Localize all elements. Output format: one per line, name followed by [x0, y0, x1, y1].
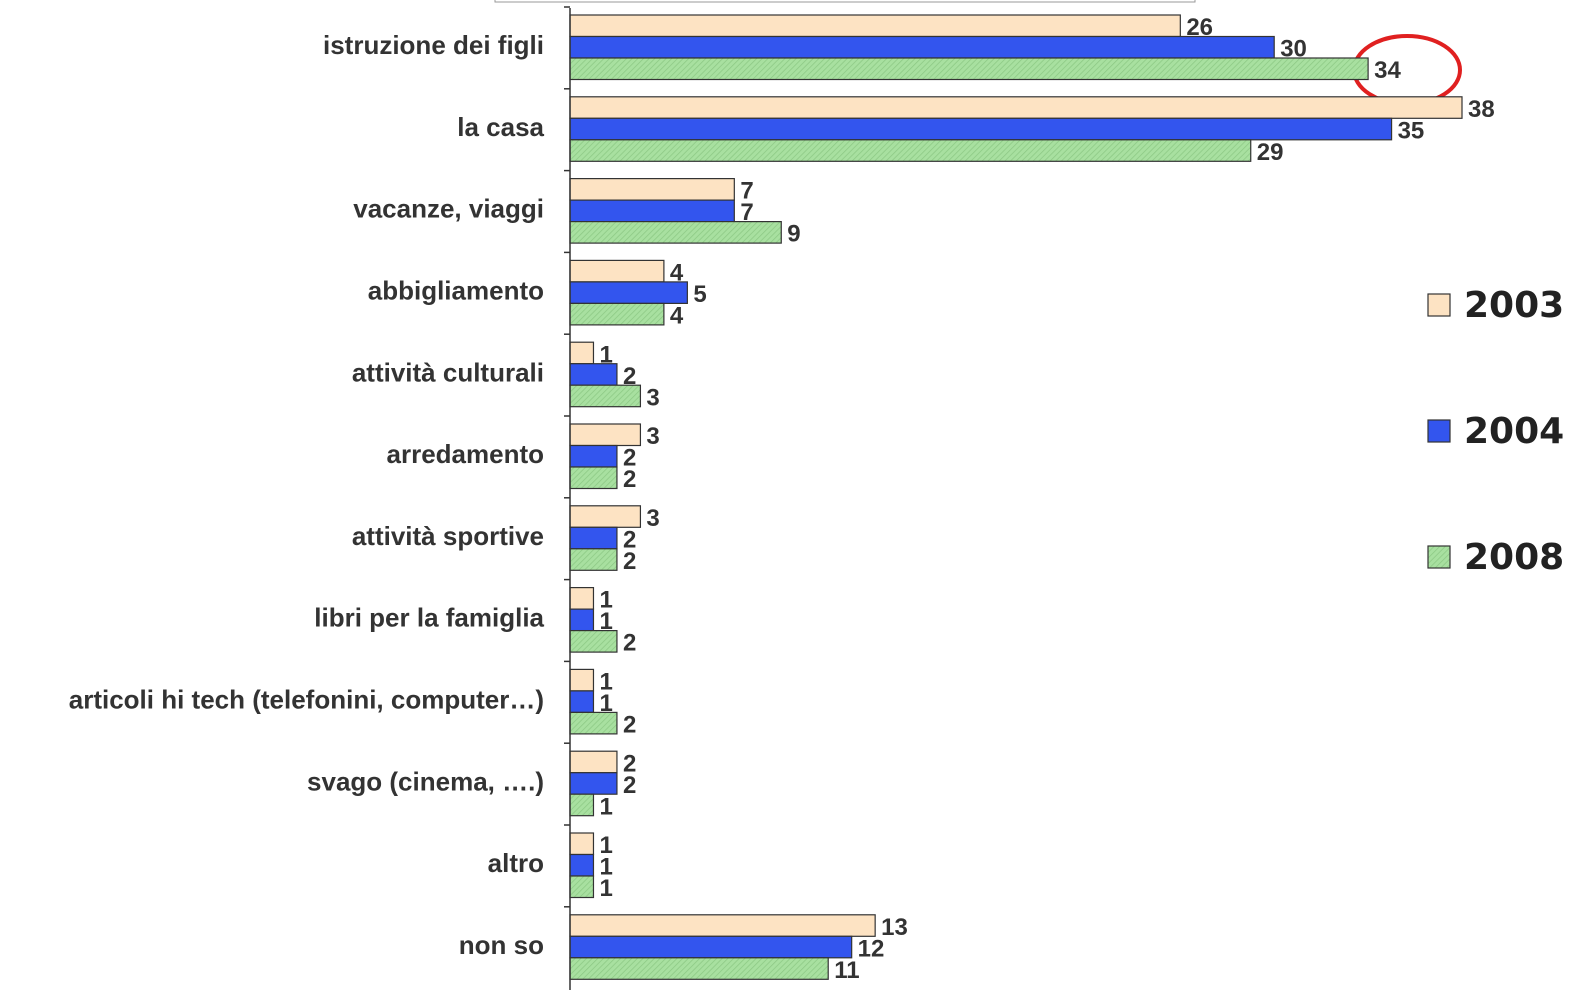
value-label: 7	[740, 199, 753, 226]
legend-label: 2008	[1464, 537, 1564, 578]
bar	[569, 668, 595, 692]
legend-swatch	[1427, 419, 1451, 443]
bar	[569, 221, 782, 244]
bar	[569, 750, 618, 774]
bar	[569, 608, 595, 632]
bar	[569, 629, 618, 653]
bar	[569, 341, 595, 365]
value-label: 2	[623, 711, 636, 738]
value-label: 9	[787, 221, 800, 248]
bar	[569, 363, 618, 386]
legend-label: 2003	[1464, 285, 1564, 326]
value-label: 1	[599, 668, 612, 695]
legend-swatch	[1427, 293, 1451, 317]
bar	[569, 57, 1369, 81]
category-label: istruzione dei figli	[323, 30, 544, 60]
category-label: attività culturali	[352, 357, 544, 387]
legend-label: 2004	[1464, 411, 1564, 452]
bar	[569, 793, 595, 817]
bar	[569, 505, 642, 528]
bar	[569, 281, 688, 304]
value-label: 2	[623, 630, 636, 657]
value-label: 1	[599, 875, 612, 902]
value-label: 1	[599, 587, 612, 614]
bar	[569, 384, 642, 408]
category-label: attività sportive	[352, 521, 544, 551]
value-label: 1	[599, 608, 612, 635]
category-label: non so	[459, 930, 544, 960]
bar	[569, 199, 735, 223]
value-label: 2	[623, 466, 636, 493]
category-label: libri per la famiglia	[314, 603, 544, 633]
value-label: 35	[1398, 117, 1425, 144]
value-label: 4	[670, 259, 684, 286]
bar	[569, 832, 595, 856]
bar	[569, 96, 1463, 119]
value-label: 34	[1374, 57, 1401, 84]
bar	[569, 466, 618, 490]
bar	[569, 548, 618, 571]
category-label: la casa	[457, 112, 544, 142]
value-label: 4	[670, 302, 684, 329]
highlight-ellipse	[1352, 34, 1462, 106]
category-label: svago (cinema, ….)	[307, 766, 544, 796]
value-label: 11	[834, 957, 859, 984]
category-label: vacanze, viaggi	[353, 194, 544, 224]
bar	[569, 302, 665, 326]
category-label: arredamento	[387, 439, 545, 469]
value-label: 38	[1468, 96, 1495, 123]
value-label: 2	[623, 363, 636, 390]
bar	[569, 875, 595, 899]
bar	[569, 690, 595, 714]
value-label: 2	[623, 772, 636, 799]
bar	[569, 711, 618, 735]
bar	[569, 957, 829, 980]
bar	[569, 853, 595, 877]
value-label: 5	[693, 281, 706, 308]
bar	[569, 117, 1393, 141]
bar	[569, 444, 618, 468]
value-label: 3	[646, 505, 659, 532]
value-label: 7	[740, 178, 753, 205]
bar	[569, 586, 595, 610]
category-label: abbigliamento	[368, 276, 544, 306]
value-label: 2	[623, 750, 636, 777]
value-label: 3	[646, 423, 659, 450]
legend-swatch	[1427, 545, 1451, 569]
value-label: 2	[623, 526, 636, 553]
value-label: 29	[1257, 139, 1284, 166]
value-label: 13	[881, 914, 908, 941]
value-label: 2	[623, 445, 636, 472]
bar	[569, 14, 1181, 38]
value-label: 2	[623, 548, 636, 575]
clipped-box	[494, 0, 1196, 3]
value-label: 3	[646, 384, 659, 411]
value-label: 1	[599, 854, 612, 881]
bar	[569, 139, 1252, 162]
value-label: 1	[599, 341, 612, 368]
value-label: 1	[599, 690, 612, 717]
value-label: 1	[599, 793, 612, 820]
bar	[569, 178, 735, 201]
bar	[569, 423, 642, 447]
category-label: altro	[488, 848, 544, 878]
category-label: articoli hi tech (telefonini, computer…)	[69, 685, 544, 715]
value-label: 12	[858, 935, 885, 962]
bar	[569, 259, 665, 283]
bar	[569, 772, 618, 795]
bar	[569, 935, 853, 959]
bar	[569, 526, 618, 550]
value-label: 1	[599, 832, 612, 859]
bar	[569, 35, 1275, 59]
bar	[569, 914, 876, 937]
